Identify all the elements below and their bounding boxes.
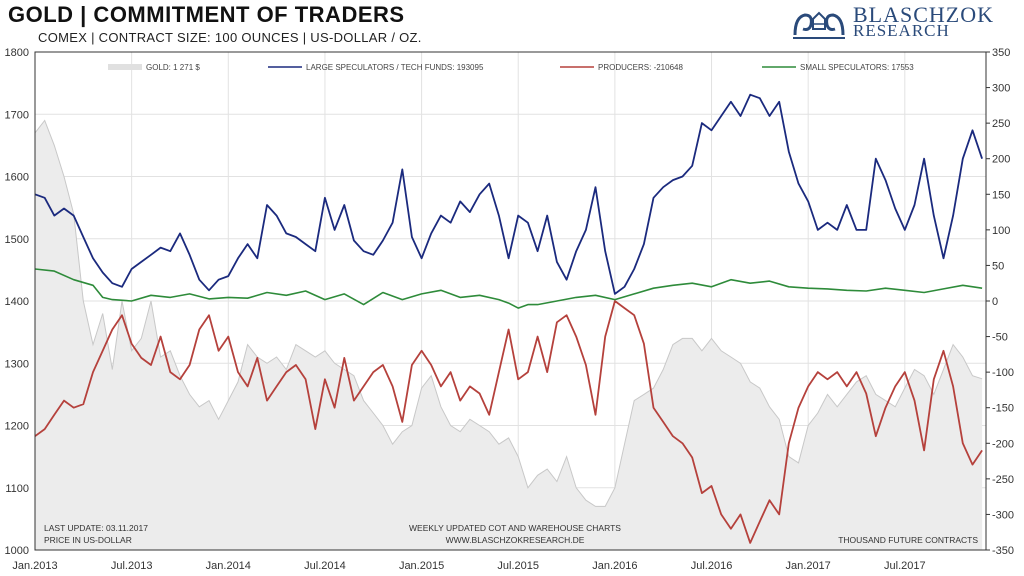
series-gold-area <box>35 120 983 550</box>
y-right-tick-label: 150 <box>992 189 1010 201</box>
legend-label-small: SMALL SPECULATORS: 17553 <box>800 63 914 72</box>
logo-emblem-icon <box>792 11 845 39</box>
y-left-tick-label: 1800 <box>5 47 29 59</box>
legend-label-gold: GOLD: 1 271 $ <box>146 63 200 72</box>
y-right-tick-label: -50 <box>992 332 1008 344</box>
legend: GOLD: 1 271 $ LARGE SPECULATORS / TECH FU… <box>108 63 914 72</box>
y-right-tick-label: 50 <box>992 260 1004 272</box>
x-tick-label: Jul.2014 <box>304 560 346 572</box>
y-left-tick-label: 1500 <box>5 234 29 246</box>
series-producers-line <box>34 300 983 544</box>
y-right-tick-label: 350 <box>992 47 1010 59</box>
y-right-tick-label: -150 <box>992 403 1014 415</box>
y-left-tick-label: 1700 <box>5 109 29 121</box>
y-right-tick-label: 200 <box>992 154 1010 166</box>
y-left-tick-label: 1100 <box>5 483 29 495</box>
y-right-tick-label: 250 <box>992 118 1010 130</box>
footer-center-line1: WEEKLY UPDATED COT AND WAREHOUSE CHARTS <box>409 523 621 533</box>
y-right-tick-label: 0 <box>992 296 998 308</box>
y-right-tick-label: 100 <box>992 225 1010 237</box>
x-tick-label: Jan.2016 <box>592 560 637 572</box>
y-right-tick-label: -350 <box>992 545 1014 557</box>
series-large-line <box>34 93 983 295</box>
x-tick-label: Jul.2017 <box>884 560 926 572</box>
x-tick-label: Jan.2015 <box>399 560 444 572</box>
brand-logo: BLASCHZOK RESEARCH <box>791 4 994 42</box>
page-title: GOLD | COMMITMENT OF TRADERS <box>8 2 405 27</box>
y-left-tick-label: 1600 <box>5 172 29 184</box>
y-right-tick-label: -100 <box>992 367 1014 379</box>
y-left-tick-label: 1400 <box>5 296 29 308</box>
x-tick-label: Jul.2016 <box>691 560 733 572</box>
legend-label-large: LARGE SPECULATORS / TECH FUNDS: 193095 <box>306 63 484 72</box>
series-gold-line <box>34 119 983 507</box>
y-left-tick-label: 1300 <box>5 358 29 370</box>
x-tick-label: Jul.2013 <box>111 560 153 572</box>
y-left-tick-label: 1000 <box>5 545 29 557</box>
last-update-note: LAST UPDATE: 03.11.2017 <box>44 523 148 533</box>
logo-text-line1: BLASCHZOK <box>852 2 994 27</box>
y-left-tick-label: 1200 <box>5 421 29 433</box>
footer-center-line2: WWW.BLASCHZOKRESEARCH.DE <box>446 535 585 545</box>
x-tick-label: Jul.2015 <box>497 560 539 572</box>
y-right-tick-label: -300 <box>992 509 1014 521</box>
axes: 100011001200130014001500160017001800-350… <box>5 47 1015 572</box>
page-subtitle: COMEX | CONTRACT SIZE: 100 OUNCES | US-D… <box>38 30 422 45</box>
price-note: PRICE IN US-DOLLAR <box>44 535 132 545</box>
footer-notes: LAST UPDATE: 03.11.2017 PRICE IN US-DOLL… <box>44 523 978 545</box>
y-right-tick-label: -250 <box>992 474 1014 486</box>
x-tick-label: Jan.2017 <box>786 560 831 572</box>
y-right-tick-label: -200 <box>992 438 1014 450</box>
logo-text-line2: RESEARCH <box>852 21 950 40</box>
series-layer <box>34 93 983 550</box>
legend-label-producers: PRODUCERS: -210648 <box>598 63 683 72</box>
legend-swatch-gold <box>108 64 142 70</box>
series-small-line <box>34 268 983 309</box>
x-tick-label: Jan.2014 <box>206 560 251 572</box>
footer-right-note: THOUSAND FUTURE CONTRACTS <box>838 535 978 545</box>
y-right-tick-label: 300 <box>992 83 1010 95</box>
x-tick-label: Jan.2013 <box>12 560 57 572</box>
